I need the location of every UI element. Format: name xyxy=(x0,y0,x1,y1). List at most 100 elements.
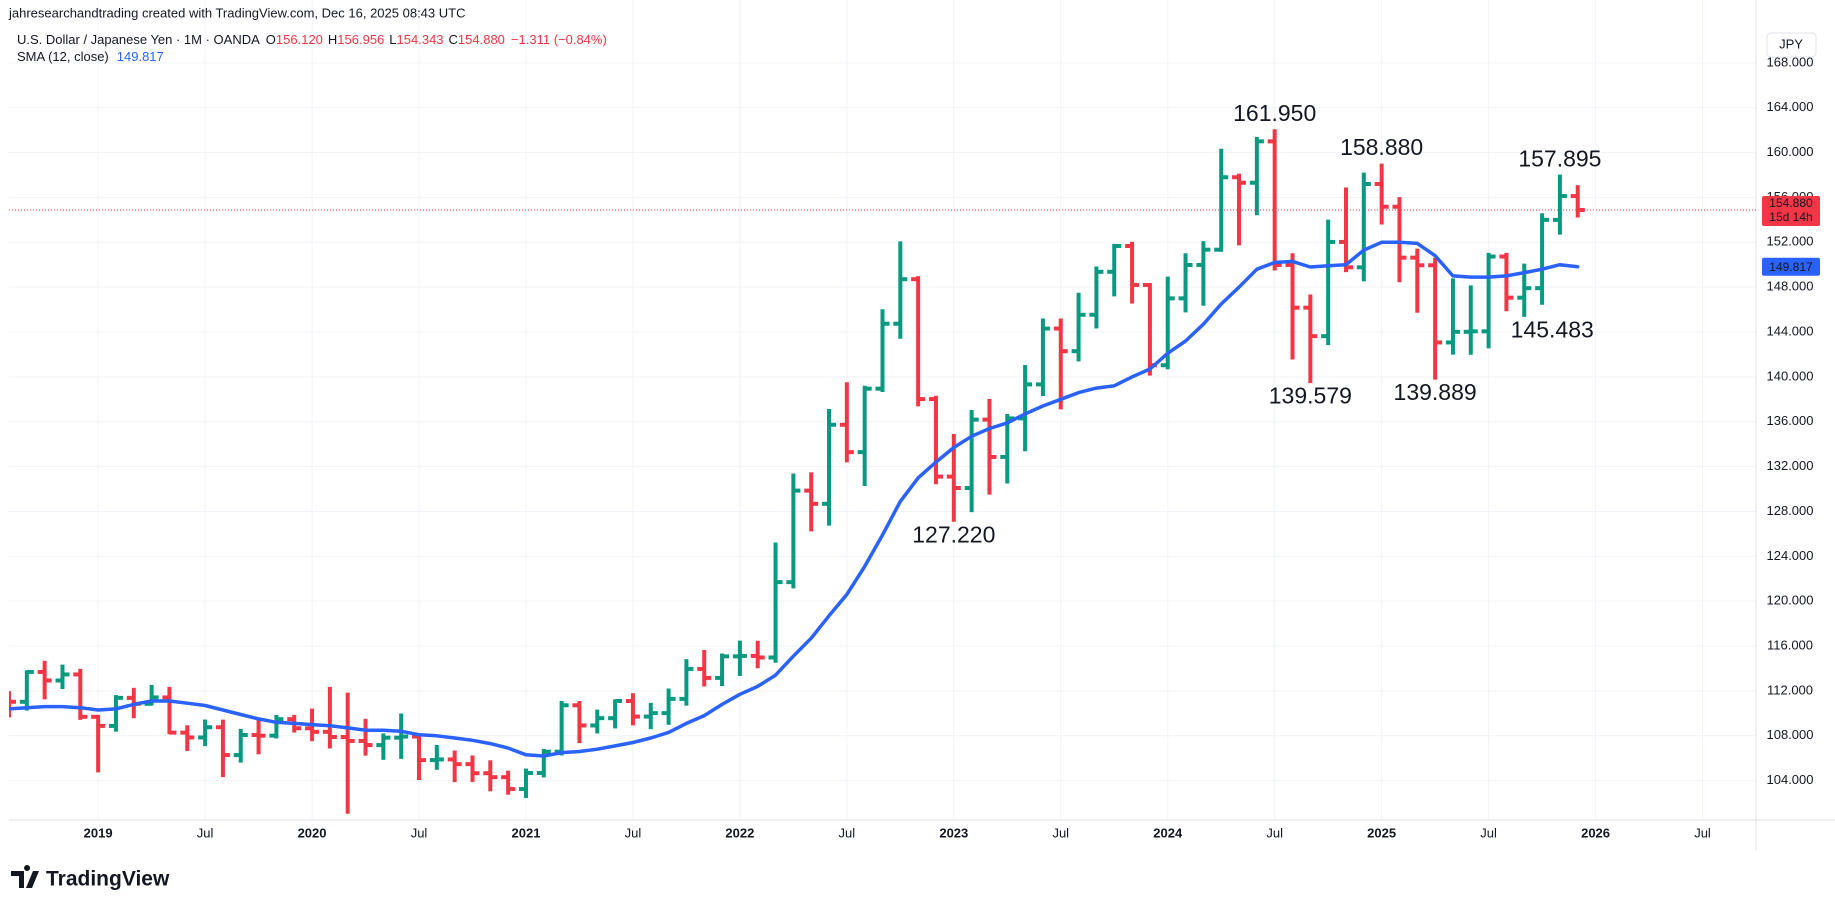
ohlc-bar xyxy=(340,692,355,814)
ohlc-value: 154.343 xyxy=(397,32,444,47)
ohlc-bar xyxy=(911,276,926,407)
y-tick-label: 136.000 xyxy=(1767,413,1814,428)
ohlc-bar xyxy=(608,699,623,729)
y-tick-label: 168.000 xyxy=(1767,54,1814,69)
ohlc-bar xyxy=(198,719,213,747)
ohlc-bar xyxy=(1035,318,1050,396)
x-tick-label: Jul xyxy=(1694,825,1711,840)
x-tick-label: 2023 xyxy=(939,825,968,840)
x-tick-label: Jul xyxy=(411,825,428,840)
x-tick-label: Jul xyxy=(1266,825,1283,840)
last-price-label: 154.880 xyxy=(1769,196,1813,210)
ohlc-bar xyxy=(697,649,712,687)
x-tick-label: 2021 xyxy=(512,825,541,840)
ohlc-bar xyxy=(1232,173,1247,246)
y-tick-label: 164.000 xyxy=(1767,99,1814,114)
ohlc-bar xyxy=(1107,243,1122,297)
ohlc-bar xyxy=(715,653,730,687)
ohlc-bar xyxy=(1267,129,1282,271)
ohlc-bar xyxy=(233,728,248,763)
ohlc-bar xyxy=(1499,252,1514,312)
y-tick-label: 108.000 xyxy=(1767,727,1814,742)
x-tick-label: Jul xyxy=(197,825,214,840)
ohlc-bar xyxy=(625,693,640,726)
sma-badge xyxy=(1762,257,1820,276)
ohlc-bar xyxy=(465,755,480,782)
ohlc-bar xyxy=(643,702,658,730)
ohlc-bar xyxy=(964,410,979,513)
x-tick-label: 2026 xyxy=(1581,825,1610,840)
ohlc-bar xyxy=(750,640,765,669)
ohlc-bar xyxy=(37,660,52,700)
ohlc-bar xyxy=(1445,278,1460,355)
symbol-legend: U.S. Dollar / Japanese Yen · 1M · OANDA O… xyxy=(17,32,607,47)
brand-logo: TradingView xyxy=(11,865,170,891)
last-price-badge xyxy=(1762,195,1820,226)
ohlc-bar xyxy=(679,659,694,706)
y-tick-label: 140.000 xyxy=(1767,368,1814,383)
y-tick-label: 116.000 xyxy=(1767,637,1813,652)
annotation: 139.889 xyxy=(1394,379,1477,405)
ohlc-bar xyxy=(322,686,337,749)
ohlc-bar xyxy=(1249,136,1264,216)
brand-name: TradingView xyxy=(46,868,170,891)
ohlc-bar xyxy=(518,768,533,798)
ohlc-bar xyxy=(928,395,943,485)
y-tick-label: 132.000 xyxy=(1767,458,1814,473)
ohlc-value: 156.120 xyxy=(276,32,323,47)
ohlc-bar xyxy=(108,695,123,732)
ohlc-bar xyxy=(1196,241,1211,306)
annotation: 158.880 xyxy=(1340,134,1423,160)
x-tick-label: Jul xyxy=(839,825,856,840)
currency-button[interactable] xyxy=(1766,32,1817,58)
ohlc-key: O xyxy=(266,32,276,47)
ohlc-bar xyxy=(1428,257,1443,380)
annotation: 157.895 xyxy=(1518,145,1601,171)
ohlc-bar xyxy=(1463,285,1478,355)
indicator-value: 149.817 xyxy=(117,49,164,64)
x-tick-label: Jul xyxy=(1480,825,1497,840)
ohlc-bar xyxy=(822,409,837,526)
indicator-legend: SMA (12, close) 149.817 xyxy=(17,49,164,64)
ohlc-bar xyxy=(55,664,70,690)
y-tick-label: 128.000 xyxy=(1767,503,1814,518)
ohlc-value: 156.956 xyxy=(337,32,384,47)
ohlc-bar xyxy=(786,473,801,589)
x-tick-label: 2022 xyxy=(725,825,754,840)
ohlc-bar xyxy=(180,725,195,751)
ohlc-bar xyxy=(1552,174,1567,235)
ohlc-bar xyxy=(429,744,444,770)
ohlc-bar xyxy=(1338,187,1353,273)
ohlc-key: L xyxy=(389,32,396,47)
ohlc-value: 154.880 xyxy=(458,32,505,47)
ohlc-bar xyxy=(376,733,391,760)
y-tick-label: 160.000 xyxy=(1767,144,1814,159)
x-tick-label: 2025 xyxy=(1367,825,1396,840)
annotation: 161.950 xyxy=(1233,100,1316,126)
sma-price-label: 149.817 xyxy=(1769,260,1813,274)
ohlc-bar xyxy=(19,669,34,711)
ohlc-bar xyxy=(1214,148,1229,252)
ohlc-bar xyxy=(893,241,908,339)
y-tick-label: 152.000 xyxy=(1767,234,1814,249)
x-tick-label: Jul xyxy=(1052,825,1069,840)
ohlc-bar xyxy=(269,714,284,739)
ohlc-bar xyxy=(572,700,587,744)
currency-label[interactable]: JPY xyxy=(1779,36,1803,51)
symbol-name: U.S. Dollar / Japanese Yen · 1M · OANDA xyxy=(17,32,260,47)
indicator-name: SMA (12, close) xyxy=(17,49,109,64)
y-tick-label: 112.000 xyxy=(1767,682,1813,697)
ohlc-bar xyxy=(839,382,854,463)
ohlc-bar xyxy=(1089,266,1104,329)
ohlc-bar xyxy=(804,472,819,532)
ohlc-bar xyxy=(1410,248,1425,313)
ohlc-bar xyxy=(215,719,230,778)
annotation: 145.483 xyxy=(1511,316,1594,342)
ohlc-bar xyxy=(732,640,747,676)
ohlc-bar xyxy=(1321,219,1336,346)
y-tick-label: 120.000 xyxy=(1767,593,1814,608)
ohlc-bar xyxy=(590,709,605,734)
overlay: 104.000 108.000 112.000 116.000 120.000 124.0… xyxy=(84,54,1820,840)
y-tick-label: 148.000 xyxy=(1767,279,1814,294)
